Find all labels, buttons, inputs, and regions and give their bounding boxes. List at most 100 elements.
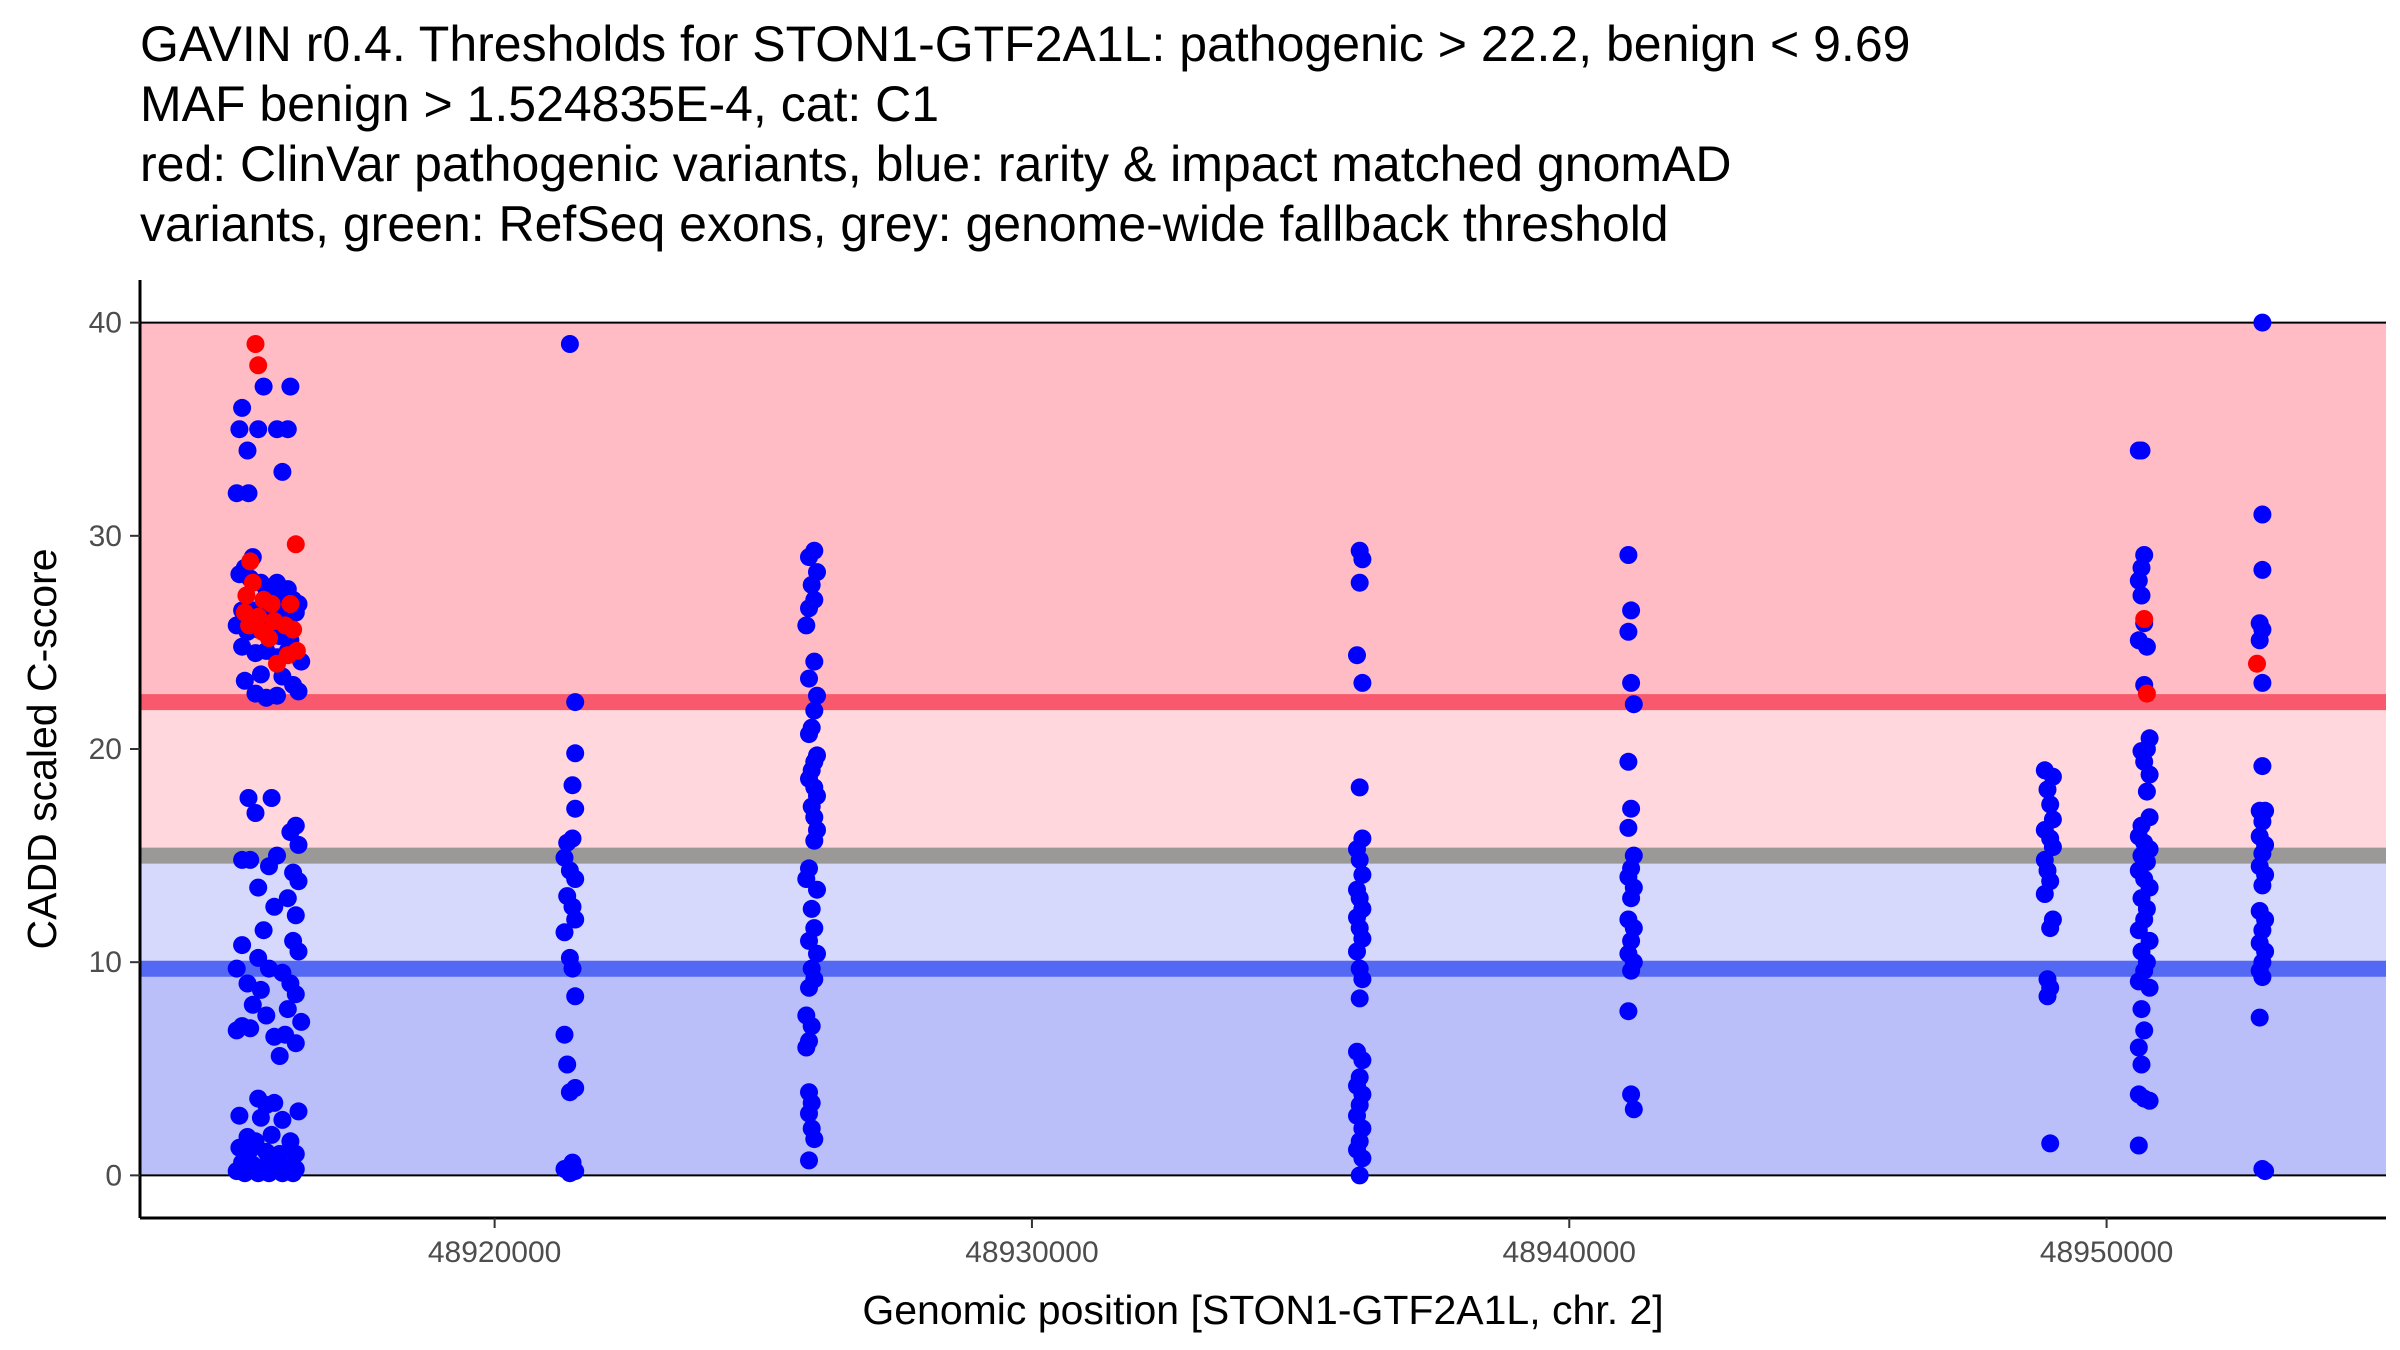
gnomad-point-187 — [1348, 646, 1366, 665]
gnomad-point-294 — [2129, 1038, 2148, 1057]
gnomad-point-101 — [257, 1142, 276, 1161]
title-line-2: MAF benign > 1.524835E-4, cat: C1 — [140, 76, 940, 132]
gnomad-point-217 — [1622, 601, 1641, 620]
gnomad-point-200 — [1348, 942, 1366, 961]
gnomad-point-295 — [2132, 1055, 2151, 1074]
gnomad-point-264 — [2137, 637, 2156, 656]
gnomad-point-100 — [241, 1140, 260, 1159]
gnomad-point-5 — [281, 377, 300, 396]
gnomad-point-214 — [1353, 1149, 1372, 1168]
gnomad-point-82 — [241, 1019, 260, 1038]
pathogenic-point-15 — [284, 620, 303, 639]
pathogenic-point-21 — [2137, 684, 2156, 703]
gnomad-point-271 — [2137, 782, 2156, 801]
gnomad-point-182 — [805, 1130, 824, 1149]
gnomad-point-299 — [2129, 1136, 2148, 1155]
gnomad-point-170 — [808, 944, 826, 963]
x-tick-label-48930000: 48930000 — [965, 1236, 1098, 1269]
gnomad-point-234 — [1622, 961, 1641, 980]
gnomad-point-111 — [235, 1164, 254, 1183]
gnomad-point-324 — [2253, 968, 2272, 987]
gnomad-point-85 — [265, 1027, 284, 1046]
data-points — [227, 313, 2275, 1185]
gnomad-point-61 — [249, 878, 268, 897]
gnomad-point-92 — [251, 1108, 270, 1127]
gnomad-point-301 — [2253, 505, 2272, 524]
gnomad-point-251 — [2041, 919, 2060, 938]
gnomad-point-86 — [286, 1034, 305, 1053]
gnomad-point-153 — [800, 725, 818, 744]
gnomad-point-188 — [1353, 673, 1372, 692]
axes: 0 10 20 30 40 48920000 48930000 48940000 4895000… — [89, 280, 2386, 1269]
gnomad-point-3 — [238, 441, 257, 460]
gnomad-point-236 — [1622, 1085, 1641, 1104]
gnomad-point-147 — [797, 616, 816, 635]
panel-boundary-lines — [140, 321, 2386, 1177]
gnomad-point-62 — [278, 889, 297, 908]
gnomad-point-316 — [2253, 876, 2272, 895]
gnomad-point-306 — [2253, 673, 2272, 692]
gnomad-point-222 — [1622, 799, 1641, 818]
gnomad-point-118 — [566, 744, 585, 763]
title-line-4: variants, green: RefSeq exons, grey: gen… — [140, 196, 1669, 252]
gnomad-point-125 — [566, 870, 585, 888]
x-tick-label-48940000: 48940000 — [1503, 1236, 1636, 1269]
gnomad-point-60 — [289, 872, 308, 891]
gnomad-point-205 — [1353, 1051, 1372, 1070]
gnomad-point-151 — [805, 701, 824, 720]
gnomad-point-293 — [2135, 1021, 2154, 1040]
gnomad-point-291 — [2140, 978, 2159, 997]
pathogenic-point-20 — [2135, 610, 2154, 628]
gnomad-point-325 — [2250, 1008, 2269, 1027]
gnomad-point-292 — [2132, 1000, 2151, 1019]
gnomad-point-49 — [239, 789, 258, 807]
gnomad-point-93 — [273, 1110, 292, 1129]
pathogenic-point-1 — [249, 356, 268, 375]
chart-title: GAVIN r0.4. Thresholds for STON1-GTF2A1L… — [140, 14, 2380, 254]
x-axis-title: Genomic position [STON1-GTF2A1L, chr. 2] — [862, 1287, 1663, 1333]
gnomad-point-2 — [230, 420, 249, 439]
gnomad-point-136 — [560, 1083, 579, 1102]
gnomad-point-75 — [251, 980, 270, 999]
band-2 — [140, 855, 2386, 969]
gnomad-point-67 — [233, 936, 252, 955]
title-line-3: red: ClinVar pathogenic variants, blue: … — [140, 136, 1732, 192]
gnomad-point-169 — [800, 931, 818, 950]
x-tick-label-48950000: 48950000 — [2040, 1236, 2173, 1269]
gnomad-point-58 — [260, 857, 278, 876]
threshold-lines — [140, 694, 2386, 977]
gnomad-point-134 — [558, 1055, 577, 1074]
gnomad-point-186 — [1350, 573, 1369, 592]
pathogenic-point-8 — [281, 595, 300, 613]
gnomad-point-270 — [2140, 765, 2159, 784]
gnomad-point-245 — [2043, 838, 2062, 857]
gnomad-point-218 — [1619, 622, 1638, 641]
gnomad-point-68 — [289, 942, 308, 961]
gnomad-point-173 — [800, 978, 818, 997]
gnomad-point-94 — [289, 1102, 308, 1121]
band-0 — [140, 322, 2386, 703]
gnomad-point-221 — [1619, 752, 1638, 771]
gnomad-point-54 — [289, 835, 308, 854]
gnomad-point-7 — [278, 420, 297, 439]
gnomad-point-63 — [265, 897, 284, 916]
title-line-1: GAVIN r0.4. Thresholds for STON1-GTF2A1L… — [140, 16, 1911, 72]
gnomad-point-305 — [2250, 631, 2269, 650]
gnomad-point-254 — [2038, 987, 2057, 1006]
gnomad-point-42 — [251, 665, 270, 684]
band-1 — [140, 702, 2386, 856]
gnomad-point-73 — [238, 974, 257, 993]
gnomad-point-128 — [566, 910, 585, 929]
gnomad-point-302 — [2253, 560, 2272, 579]
gnomad-point-142 — [800, 548, 818, 567]
y-tick-label-20: 20 — [89, 733, 122, 766]
gnomad-point-327 — [2256, 1162, 2275, 1181]
gnomad-point-119 — [563, 776, 582, 795]
gnomad-point-14 — [230, 565, 249, 584]
gnomad-point-140 — [566, 1162, 585, 1181]
gnomad-point-257 — [2132, 441, 2151, 460]
gnomad-point-148 — [805, 652, 824, 671]
gnomad-point-48 — [289, 682, 308, 701]
gnomad-point-41 — [235, 671, 254, 690]
pathogenic-point-3 — [241, 552, 260, 571]
